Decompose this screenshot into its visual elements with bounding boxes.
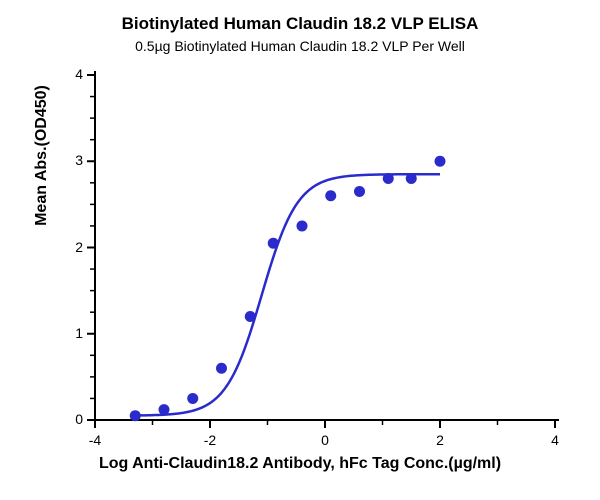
tick-label: 1 xyxy=(43,325,83,341)
chart-svg xyxy=(0,0,600,500)
chart-container: Biotinylated Human Claudin 18.2 VLP ELIS… xyxy=(0,0,600,500)
tick-label: -2 xyxy=(190,432,230,448)
tick-label: 0 xyxy=(305,432,345,448)
tick-label: 2 xyxy=(420,432,460,448)
tick-label: 4 xyxy=(43,66,83,82)
tick-label: -4 xyxy=(75,432,115,448)
tick-label: 2 xyxy=(43,239,83,255)
tick-label: 0 xyxy=(43,411,83,427)
tick-label: 4 xyxy=(535,432,575,448)
tick-label: 3 xyxy=(43,152,83,168)
